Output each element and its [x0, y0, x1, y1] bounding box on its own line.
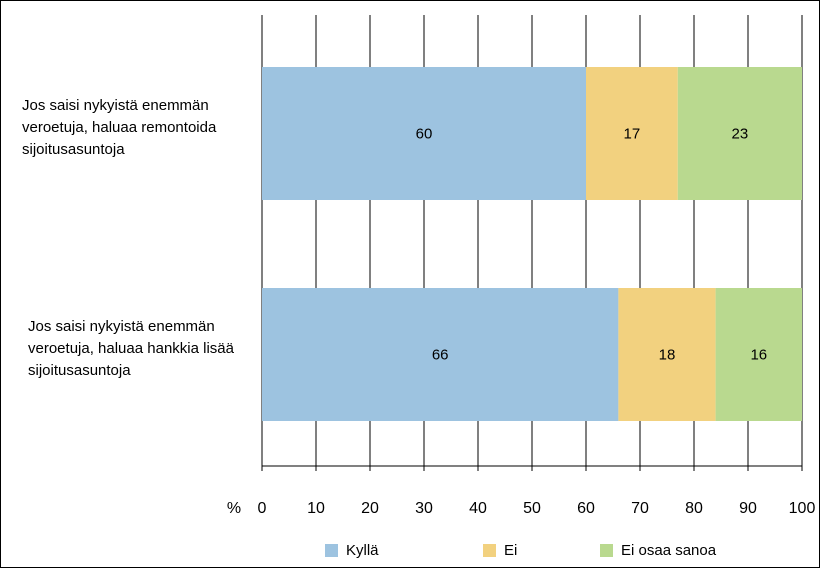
- data-label: 60: [416, 126, 433, 143]
- x-unit-label: %: [227, 500, 241, 517]
- bar-segment: [262, 67, 586, 200]
- legend-label-ei-osaa-sanoa: Ei osaa sanoa: [621, 541, 717, 559]
- category-label-remontoida: Jos saisi nykyistä enemmän veroetuja, ha…: [22, 97, 217, 158]
- tick-label-40: 40: [469, 500, 487, 517]
- tick-label-10: 10: [307, 500, 325, 517]
- bar-segment: [586, 67, 678, 200]
- legend-item-kylla: Kyllä: [325, 540, 379, 560]
- data-label: 16: [750, 347, 767, 364]
- tick-label-30: 30: [415, 500, 433, 517]
- legend-swatch-kylla: [325, 543, 338, 557]
- bar-segment: [618, 288, 716, 421]
- data-label: 23: [732, 126, 749, 143]
- data-label: 66: [432, 347, 449, 364]
- bar-segment: [262, 288, 619, 421]
- bar-segment: [677, 67, 802, 200]
- legend-item-ei: Ei: [483, 540, 517, 560]
- legend-label-kylla: Kyllä: [346, 541, 379, 559]
- category-label-hankkia: Jos saisi nykyistä enemmän veroetuja, ha…: [28, 318, 234, 379]
- tick-label-100: 100: [789, 500, 816, 517]
- tick-label-20: 20: [361, 500, 379, 517]
- tick-label-90: 90: [739, 500, 757, 517]
- data-label: 18: [659, 347, 676, 364]
- bar-segment: [715, 288, 802, 421]
- tick-label-70: 70: [631, 500, 649, 517]
- tick-label-50: 50: [523, 500, 541, 517]
- legend-item-ei-osaa-sanoa: Ei osaa sanoa: [600, 540, 716, 560]
- legend-swatch-ei-osaa-sanoa: [600, 543, 613, 557]
- legend-label-ei: Ei: [504, 541, 518, 559]
- tick-label-0: 0: [258, 500, 267, 517]
- legend-swatch-ei: [483, 543, 496, 557]
- tick-label-60: 60: [577, 500, 595, 517]
- data-label: 17: [624, 126, 641, 143]
- tick-label-80: 80: [685, 500, 703, 517]
